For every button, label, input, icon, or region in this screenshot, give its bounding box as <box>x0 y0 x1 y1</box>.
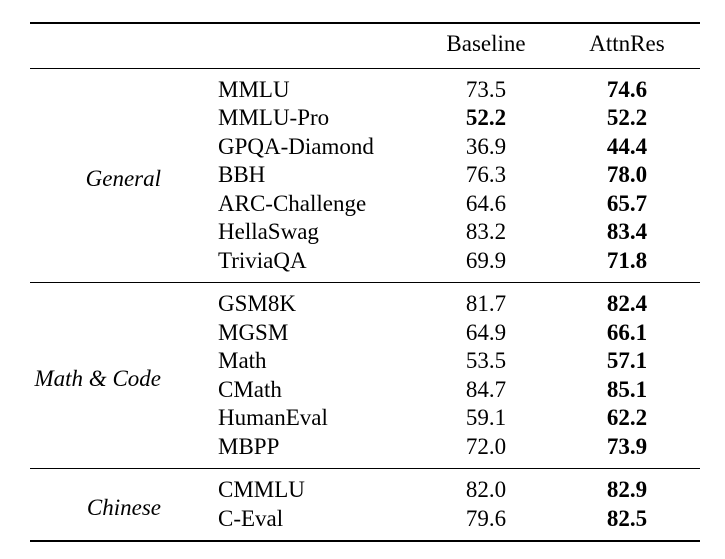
baseline-value: 53.5 <box>465 348 507 373</box>
baseline-value: 82.0 <box>465 477 507 502</box>
benchmark-name: GPQA-Diamond <box>218 133 374 159</box>
benchmark-name: MBPP <box>218 433 280 459</box>
attnres-value: 52.2 <box>606 105 648 130</box>
header-benchmark-spacer <box>190 23 418 68</box>
attnres-value: 44.4 <box>606 133 648 159</box>
section-general: General MMLU 73.5 74.6 MMLU-Pro 52.2 52.… <box>30 68 700 283</box>
table-row: HellaSwag 83.2 83.4 <box>30 218 700 247</box>
benchmark-name: BBH <box>218 162 266 187</box>
header-attnres: AttnRes <box>589 30 665 56</box>
attnres-value: 66.1 <box>606 319 648 345</box>
category-label-math-code: Math & Code <box>34 365 162 391</box>
table-row: Chinese CMMLU 82.0 82.9 <box>30 469 700 520</box>
table-header: Baseline AttnRes <box>30 23 700 68</box>
table-row: Math & Code GSM8K 81.7 82.4 <box>30 283 700 391</box>
baseline-value: 72.0 <box>465 433 507 459</box>
table-row: C-Eval 79.6 82.5 <box>30 505 700 542</box>
attnres-value: 82.4 <box>606 291 648 316</box>
benchmark-name: HumanEval <box>218 405 328 430</box>
table-row: MBPP 72.0 73.9 <box>30 433 700 469</box>
benchmark-name: HellaSwag <box>218 219 319 244</box>
attnres-value: 74.6 <box>606 76 648 102</box>
baseline-value: 84.7 <box>465 376 507 402</box>
table-row: ARC-Challenge 64.6 65.7 <box>30 190 700 219</box>
attnres-value: 85.1 <box>606 376 648 402</box>
attnres-value: 82.5 <box>606 505 648 531</box>
table-row: MMLU-Pro 52.2 52.2 <box>30 104 700 133</box>
attnres-value: 82.9 <box>606 477 648 502</box>
benchmark-name: GSM8K <box>218 291 296 316</box>
table-row: BBH 76.3 78.0 <box>30 161 700 190</box>
header-category-spacer <box>30 23 190 68</box>
benchmark-name: TriviaQA <box>218 247 307 273</box>
benchmark-name: C-Eval <box>218 505 284 531</box>
baseline-value: 64.9 <box>465 319 507 345</box>
attnres-value: 73.9 <box>606 433 648 459</box>
section-chinese: Chinese CMMLU 82.0 82.9 C-Eval 79.6 82.5 <box>30 468 700 542</box>
category-label-chinese: Chinese <box>86 494 161 520</box>
baseline-value: 52.2 <box>465 105 507 130</box>
baseline-value: 81.7 <box>465 291 507 316</box>
header-row: Baseline AttnRes <box>30 23 700 68</box>
attnres-value: 57.1 <box>606 348 648 373</box>
baseline-value: 69.9 <box>465 247 507 273</box>
table-row: GPQA-Diamond 36.9 44.4 <box>30 133 700 162</box>
benchmark-name: MMLU <box>218 76 290 102</box>
table-row: General MMLU 73.5 74.6 <box>30 68 700 191</box>
section-math-code: Math & Code GSM8K 81.7 82.4 MGSM 64.9 66… <box>30 282 700 469</box>
baseline-value: 83.2 <box>465 219 507 244</box>
baseline-value: 36.9 <box>465 133 507 159</box>
baseline-value: 64.6 <box>465 190 507 216</box>
benchmark-name: MMLU-Pro <box>218 105 330 130</box>
attnres-value: 62.2 <box>606 405 648 430</box>
benchmark-name: CMath <box>218 376 282 402</box>
attnres-value: 83.4 <box>606 219 648 244</box>
header-baseline: Baseline <box>446 30 526 56</box>
table-row: Math 53.5 57.1 <box>30 347 700 376</box>
table-row: CMath 84.7 85.1 <box>30 376 700 405</box>
benchmark-name: CMMLU <box>218 477 305 502</box>
attnres-value: 71.8 <box>606 247 648 273</box>
attnres-value: 65.7 <box>606 190 648 216</box>
baseline-value: 73.5 <box>465 76 507 102</box>
benchmark-name: Math <box>218 348 267 373</box>
category-label-general: General <box>85 165 161 191</box>
baseline-value: 79.6 <box>465 505 507 531</box>
baseline-value: 76.3 <box>465 162 507 187</box>
table-row: TriviaQA 69.9 71.8 <box>30 247 700 283</box>
benchmark-name: ARC-Challenge <box>218 190 367 216</box>
benchmark-results-table: Baseline AttnRes General MMLU 73.5 74.6 … <box>30 22 700 542</box>
benchmark-name: MGSM <box>218 319 289 345</box>
attnres-value: 78.0 <box>606 162 648 187</box>
baseline-value: 59.1 <box>465 405 507 430</box>
table-row: MGSM 64.9 66.1 <box>30 319 700 348</box>
table-row: HumanEval 59.1 62.2 <box>30 404 700 433</box>
